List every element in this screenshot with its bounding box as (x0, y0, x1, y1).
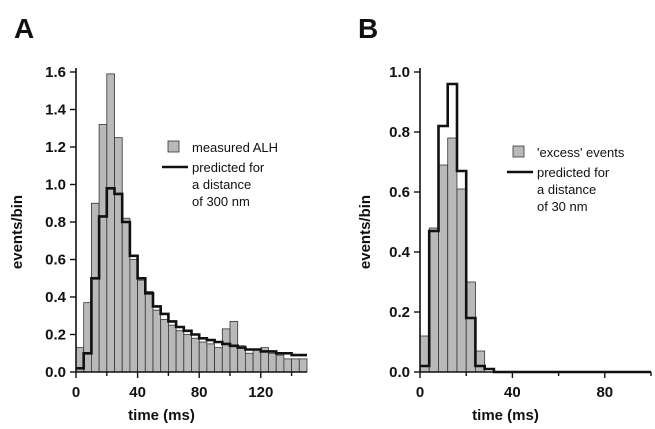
y-tick-label: 0.2 (389, 304, 410, 321)
legend: measured ALH predicted for a distance of 30… (162, 140, 278, 209)
x-tick-label: 40 (504, 384, 521, 401)
panel-label: B (358, 13, 378, 44)
y-tick-label: 0.0 (389, 364, 410, 381)
legend-label-histogram: measured ALH (192, 140, 278, 155)
y-axis-title: events/bin (9, 195, 26, 269)
y-tick-label: 0.0 (45, 364, 66, 381)
y-tick-label: 1.4 (45, 102, 67, 119)
y-tick-label: 1.0 (389, 64, 410, 81)
legend-label-predicted: a distance (192, 177, 251, 192)
y-tick-label: 0.4 (389, 244, 411, 261)
histogram-bar (298, 358, 308, 373)
histogram-bar (175, 330, 185, 373)
y-tick-label: 1.6 (45, 64, 66, 81)
predicted-step-line (76, 187, 307, 370)
y-tick-label: 0.6 (389, 184, 410, 201)
histogram-bar (465, 281, 476, 373)
histogram-bar (268, 352, 277, 373)
histogram-bar (221, 328, 231, 373)
y-tick-label: 1.0 (45, 177, 66, 194)
legend-swatch-histogram (512, 145, 525, 158)
histogram-bar (244, 352, 254, 373)
histogram-bar (214, 347, 223, 373)
histogram-bar (191, 337, 200, 373)
histogram-bar (167, 324, 177, 373)
y-tick-label: 0.8 (389, 124, 410, 141)
histogram-bar (475, 350, 486, 373)
histogram-bar (283, 358, 292, 373)
histogram-bar (114, 137, 123, 373)
histogram-bar (291, 358, 300, 373)
histogram-bar (106, 73, 115, 373)
x-tick-label: 80 (191, 384, 208, 401)
y-tick-label: 0.4 (45, 289, 67, 306)
histogram-bar (275, 354, 285, 373)
legend-label-predicted: predicted for (537, 165, 610, 180)
legend-label-predicted: of 300 nm (192, 194, 250, 209)
panel-b: B 0 40 80 0.0 0.2 0.4 0.6 0.8 1.0 time (ms) events/… (357, 13, 652, 424)
legend-swatch-histogram (167, 140, 180, 153)
x-axis-title: time (ms) (128, 407, 195, 424)
legend-label-predicted: a distance (537, 182, 596, 197)
y-axis-title: events/bin (357, 195, 374, 269)
x-tick-label: 0 (416, 384, 424, 401)
x-tick-label: 40 (129, 384, 146, 401)
histogram-bar (206, 343, 215, 373)
histogram-bar (252, 349, 262, 373)
panel-a: A 0 40 80 120 0.0 0.2 0.4 0.6 0.8 1.0 1.2 1.4 1.6 time… (9, 13, 308, 424)
y-tick-label: 0.2 (45, 327, 66, 344)
histogram-bar (198, 341, 208, 373)
histogram-bar (152, 309, 162, 373)
y-tick-label: 0.6 (45, 252, 66, 269)
histogram-bar (183, 334, 192, 373)
panel-label: A (14, 13, 34, 44)
legend-label-histogram: 'excess' events (537, 145, 625, 160)
legend: 'excess' events predicted for a distance of… (507, 145, 625, 214)
x-axis-title: time (ms) (472, 407, 539, 424)
legend-label-predicted: predicted for (192, 160, 265, 175)
x-tick-label: 0 (72, 384, 80, 401)
y-tick-label: 0.8 (45, 214, 66, 231)
histogram-bar (447, 137, 458, 373)
x-tick-label: 80 (596, 384, 613, 401)
y-tick-label: 1.2 (45, 139, 66, 156)
histogram-bar (456, 188, 467, 373)
x-tick-label: 120 (248, 384, 273, 401)
histogram-bar (428, 227, 439, 373)
histogram-bar (438, 164, 449, 373)
legend-label-predicted: of 30 nm (537, 199, 588, 214)
histogram-bar (160, 319, 169, 373)
